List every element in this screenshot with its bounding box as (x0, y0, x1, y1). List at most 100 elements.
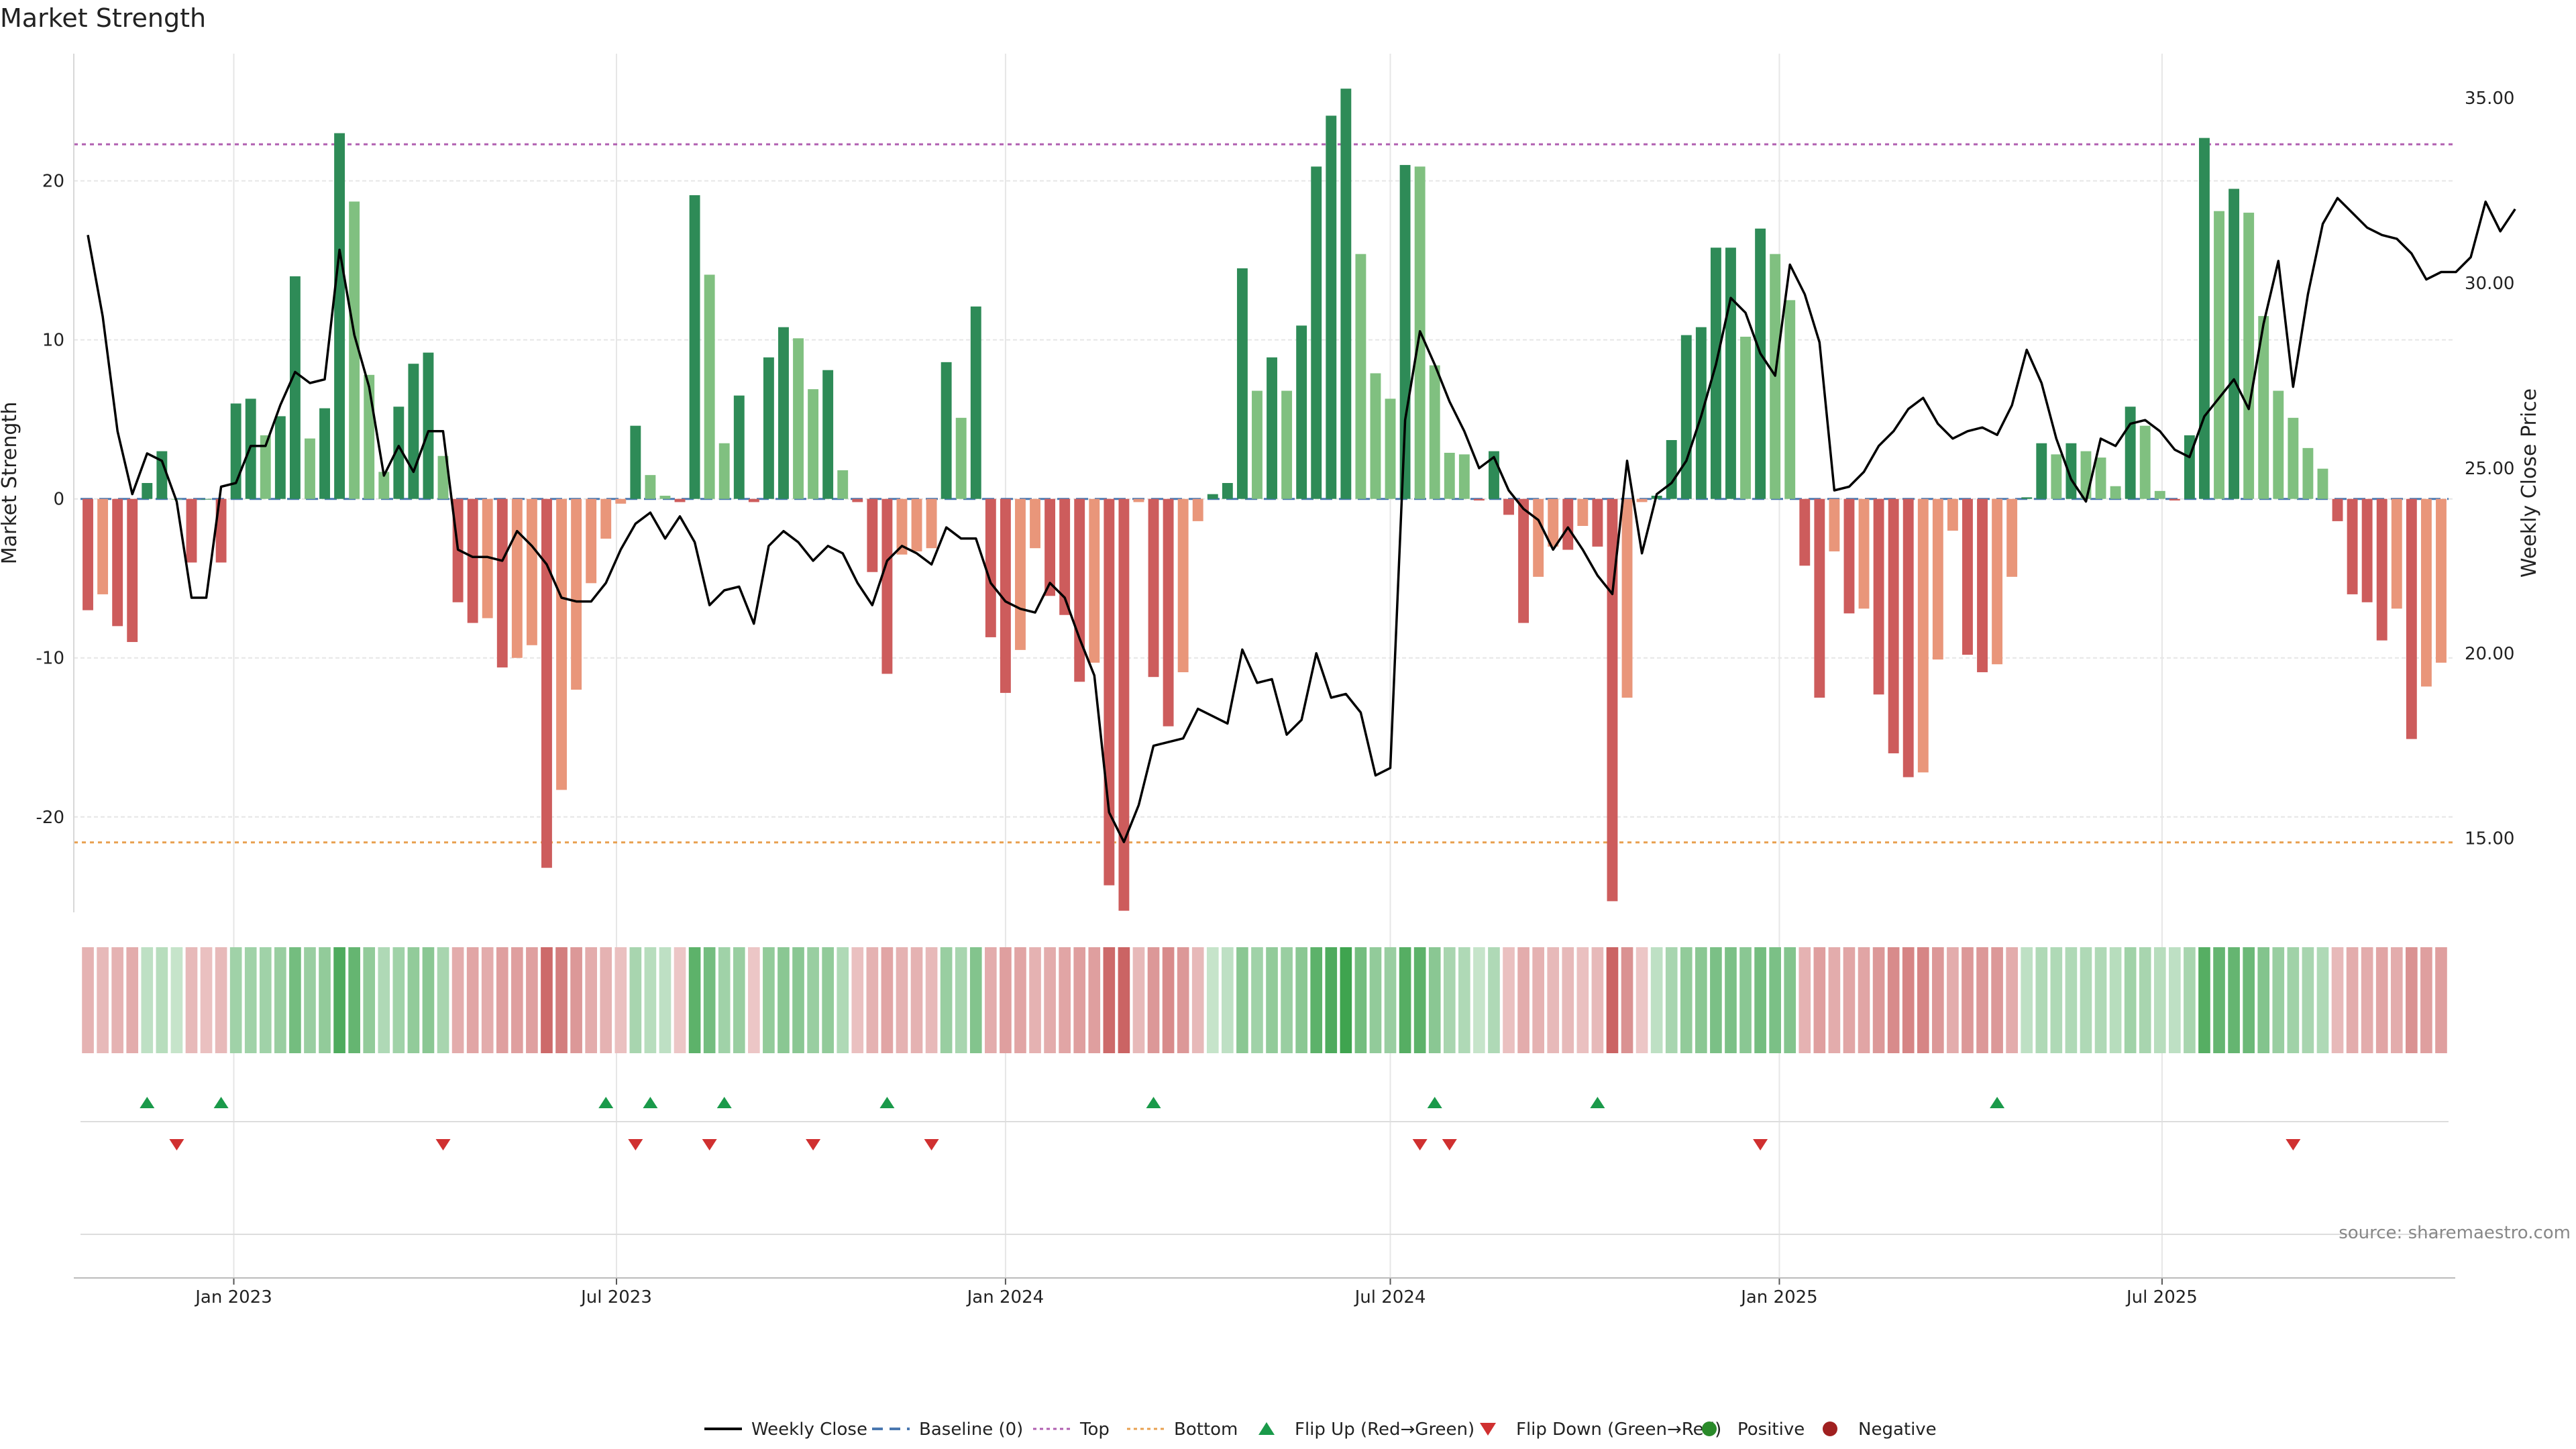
strength-bar (1607, 498, 1618, 902)
heat-cell (1281, 947, 1293, 1053)
strength-bar (1858, 498, 1870, 609)
strength-bar (1725, 248, 1736, 499)
strength-bar (305, 438, 315, 499)
strength-bar (511, 498, 523, 658)
strength-bar (97, 498, 109, 594)
heat-cell (392, 947, 405, 1053)
axes: Jan 2023 Jul 2023 Jan 2024 Jul 2024 Jan 2025… (36, 54, 2514, 1307)
strength-bar (1177, 498, 1189, 673)
flip-up-marker (1990, 1097, 2005, 1108)
strength-bar (408, 364, 419, 499)
heat-cell (1517, 947, 1529, 1053)
heat-cell (1591, 947, 1604, 1053)
heat-cell (1754, 947, 1766, 1053)
strength-bar (704, 274, 715, 499)
y2-tick-label: 20.00 (2465, 644, 2514, 664)
strength-bar (1932, 498, 1943, 660)
grid-layer (74, 54, 2455, 1278)
strength-bar (674, 498, 686, 502)
heat-cell (126, 947, 139, 1053)
strength-bar (186, 498, 197, 563)
strength-bar (1548, 498, 1559, 547)
strength-bar (1311, 166, 1322, 499)
heat-cell (319, 947, 331, 1053)
strength-bar (541, 498, 552, 868)
heat-cell (1236, 947, 1248, 1053)
heat-cell (733, 947, 745, 1053)
strength-bar (2154, 490, 2165, 499)
strength-bar (2051, 454, 2062, 499)
strength-bar (1962, 498, 1973, 655)
legend-label: Weekly Close (751, 1419, 867, 1440)
heat-cell (644, 947, 657, 1053)
strength-bar (2021, 497, 2033, 499)
heat-cell (1222, 947, 1234, 1053)
heat-cell (422, 947, 435, 1053)
strength-bar (1710, 248, 1721, 499)
y-tick-label: 10 (42, 331, 64, 351)
weekly-close-line (87, 197, 2516, 843)
strength-bar (1044, 498, 1056, 596)
strength-bar (1326, 115, 1337, 499)
strength-bar (659, 495, 671, 499)
strength-bar (763, 357, 774, 499)
strength-bar (571, 498, 582, 690)
strength-bar (1104, 498, 1115, 885)
strength-bar (127, 498, 138, 643)
heat-cell (792, 947, 804, 1053)
strength-bar (2036, 443, 2047, 499)
strength-bar (822, 370, 834, 499)
heat-cell (437, 947, 449, 1053)
flip-down-marker (806, 1139, 821, 1150)
strength-bar (2376, 498, 2387, 641)
legend-item: Flip Down (Green→Red) (1480, 1419, 1721, 1440)
strength-bar (1015, 498, 1026, 650)
heat-cell (555, 947, 568, 1053)
heat-cell (1354, 947, 1367, 1053)
flip-up-marker (213, 1097, 229, 1108)
strength-bar (1888, 498, 1899, 753)
heat-cell (585, 947, 597, 1053)
strength-bar (2229, 189, 2240, 499)
strength-bar (1059, 498, 1071, 615)
heat-cell (1562, 947, 1574, 1053)
heat-cell (851, 947, 864, 1053)
strength-bar (1518, 498, 1529, 623)
heat-cell (363, 947, 376, 1053)
heat-cell (1784, 947, 1796, 1053)
heat-cell (244, 947, 257, 1053)
flip-down-marker (435, 1139, 451, 1150)
heat-cell (496, 947, 508, 1053)
strength-bar (1429, 365, 1440, 499)
strength-bar (423, 352, 434, 499)
flip-up-marker (598, 1097, 614, 1108)
legend-down-swatch (1480, 1423, 1496, 1436)
strength-bar (2420, 498, 2432, 687)
heat-cell (688, 947, 701, 1053)
strength-bar (955, 417, 967, 499)
flip-down-marker (1442, 1139, 1457, 1150)
strength-bar (1473, 498, 1485, 501)
strength-bar (1902, 498, 1914, 777)
strength-bar (1118, 498, 1130, 911)
x-tick-label: Jan 2023 (194, 1287, 272, 1307)
heat-cell (1266, 947, 1278, 1053)
strength-bar (467, 498, 478, 623)
strength-bar (1192, 498, 1203, 521)
heat-cell (229, 947, 242, 1053)
heat-cell (200, 947, 213, 1053)
heat-cell (1295, 947, 1307, 1053)
strength-bar (2243, 213, 2255, 499)
heat-cell (1858, 947, 1870, 1053)
strength-bar (289, 276, 301, 499)
heat-cell (1828, 947, 1841, 1053)
source-note: source: sharemaestro.com (2339, 1223, 2571, 1243)
heat-cell (1725, 947, 1737, 1053)
strength-bar (1355, 254, 1366, 499)
heat-cell (1488, 947, 1500, 1053)
strength-bar (2406, 498, 2417, 739)
legend-label: Top (1079, 1419, 1110, 1440)
heat-cell (1991, 947, 2003, 1053)
strength-bar (2139, 425, 2151, 499)
chart-title: Market Strength (0, 3, 206, 33)
